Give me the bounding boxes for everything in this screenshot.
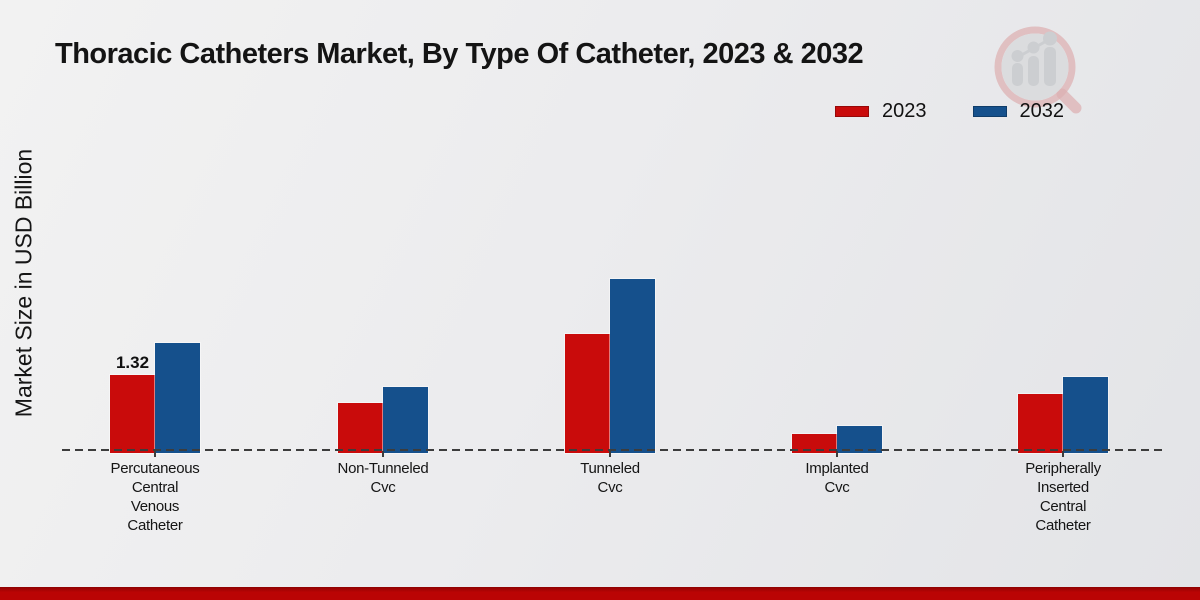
legend: 2023 2032 <box>835 100 1064 123</box>
x-axis-tick <box>836 451 838 457</box>
legend-swatch-2032 <box>972 106 1007 117</box>
bar-2032-category-3 <box>837 426 882 453</box>
magnifier-bar-chart-logo-icon <box>994 26 1082 114</box>
bar-group-1 <box>293 387 473 453</box>
bar-2032-category-0 <box>155 343 200 453</box>
legend-item-2023: 2023 <box>835 100 927 123</box>
bar-2023-category-4 <box>1018 394 1063 453</box>
bar-group-3 <box>747 426 927 453</box>
category-label-0: Percutaneous Central Venous Catheter <box>110 460 200 534</box>
chart-title: Thoracic Catheters Market, By Type Of Ca… <box>55 38 864 70</box>
bar-2032-category-1 <box>383 387 428 453</box>
bar-2023-category-2 <box>565 334 610 453</box>
bar-2032-category-4 <box>1063 377 1108 453</box>
bar-group-2 <box>520 279 700 453</box>
bar-2023-category-3 <box>792 434 837 453</box>
x-axis-tick <box>154 451 156 457</box>
bar-2023-category-0: 1.32 <box>110 353 155 453</box>
legend-item-2032: 2032 <box>972 100 1065 123</box>
category-label-2: Tunneled Cvc <box>580 460 640 496</box>
x-axis-tick <box>609 451 611 457</box>
x-axis-tick <box>1062 451 1064 457</box>
bar-group-0: 1.32 <box>65 343 245 453</box>
x-axis-dashed-baseline <box>62 449 1162 451</box>
bar-2023-category-1 <box>338 403 383 453</box>
category-label-4: Peripherally Inserted Central Catheter <box>1025 460 1101 534</box>
category-label-1: Non-Tunneled Cvc <box>337 460 429 496</box>
legend-label-2032: 2032 <box>1019 100 1065 122</box>
bar-value-label: 1.32 <box>115 353 150 372</box>
bar-group-4 <box>973 377 1153 453</box>
legend-label-2023: 2023 <box>882 100 927 122</box>
category-label-3: Implanted Cvc <box>805 460 869 496</box>
bar-2032-category-2 <box>610 279 655 453</box>
x-axis-tick <box>382 451 384 457</box>
footer-accent-strip <box>0 587 1200 600</box>
legend-swatch-2023 <box>835 106 869 117</box>
